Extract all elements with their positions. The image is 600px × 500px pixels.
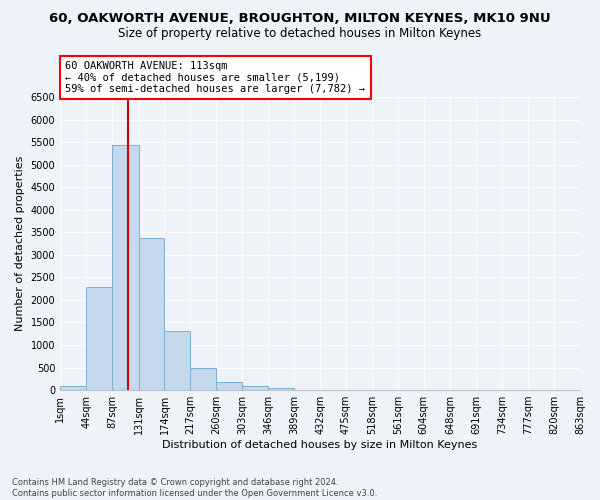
- Y-axis label: Number of detached properties: Number of detached properties: [15, 156, 25, 332]
- Bar: [190, 368, 217, 390]
- Text: Contains HM Land Registry data © Crown copyright and database right 2024.
Contai: Contains HM Land Registry data © Crown c…: [12, 478, 377, 498]
- Bar: [268, 388, 294, 390]
- Text: Size of property relative to detached houses in Milton Keynes: Size of property relative to detached ho…: [118, 28, 482, 40]
- Text: 60, OAKWORTH AVENUE, BROUGHTON, MILTON KEYNES, MK10 9NU: 60, OAKWORTH AVENUE, BROUGHTON, MILTON K…: [49, 12, 551, 26]
- Bar: [112, 146, 139, 390]
- Bar: [242, 386, 268, 390]
- Bar: [217, 382, 242, 390]
- Bar: [86, 288, 112, 390]
- Bar: [139, 238, 164, 390]
- Text: 60 OAKWORTH AVENUE: 113sqm
← 40% of detached houses are smaller (5,199)
59% of s: 60 OAKWORTH AVENUE: 113sqm ← 40% of deta…: [65, 61, 365, 94]
- X-axis label: Distribution of detached houses by size in Milton Keynes: Distribution of detached houses by size …: [163, 440, 478, 450]
- Bar: [60, 386, 86, 390]
- Bar: [164, 331, 190, 390]
